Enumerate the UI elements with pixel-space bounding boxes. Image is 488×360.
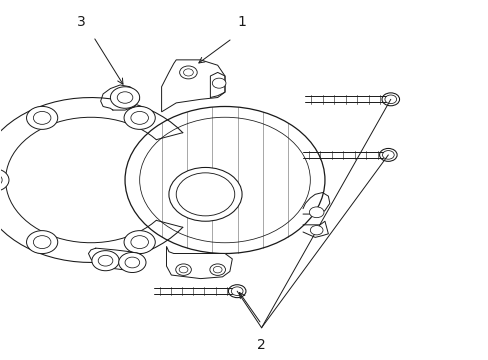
Circle shape — [209, 264, 225, 275]
Circle shape — [212, 78, 225, 88]
Circle shape — [0, 168, 9, 192]
Circle shape — [33, 112, 51, 124]
Circle shape — [117, 92, 133, 103]
Circle shape — [119, 252, 146, 273]
Circle shape — [175, 264, 191, 275]
Circle shape — [131, 112, 148, 124]
Text: 1: 1 — [237, 15, 246, 30]
Circle shape — [0, 174, 2, 186]
Circle shape — [125, 257, 140, 268]
Circle shape — [98, 255, 113, 266]
Circle shape — [110, 87, 140, 108]
Circle shape — [183, 69, 193, 76]
Circle shape — [92, 251, 119, 271]
Circle shape — [168, 167, 242, 221]
Circle shape — [176, 173, 234, 216]
Circle shape — [26, 231, 58, 253]
Circle shape — [310, 226, 323, 235]
Text: 2: 2 — [257, 338, 265, 352]
Circle shape — [124, 231, 155, 253]
Circle shape — [179, 266, 187, 273]
Polygon shape — [166, 246, 232, 279]
Circle shape — [213, 266, 222, 273]
Circle shape — [124, 107, 155, 129]
Text: 3: 3 — [77, 15, 85, 30]
Circle shape — [309, 207, 324, 218]
Polygon shape — [161, 60, 224, 112]
Circle shape — [33, 236, 51, 248]
Circle shape — [179, 66, 197, 79]
Circle shape — [26, 107, 58, 129]
Circle shape — [131, 236, 148, 248]
